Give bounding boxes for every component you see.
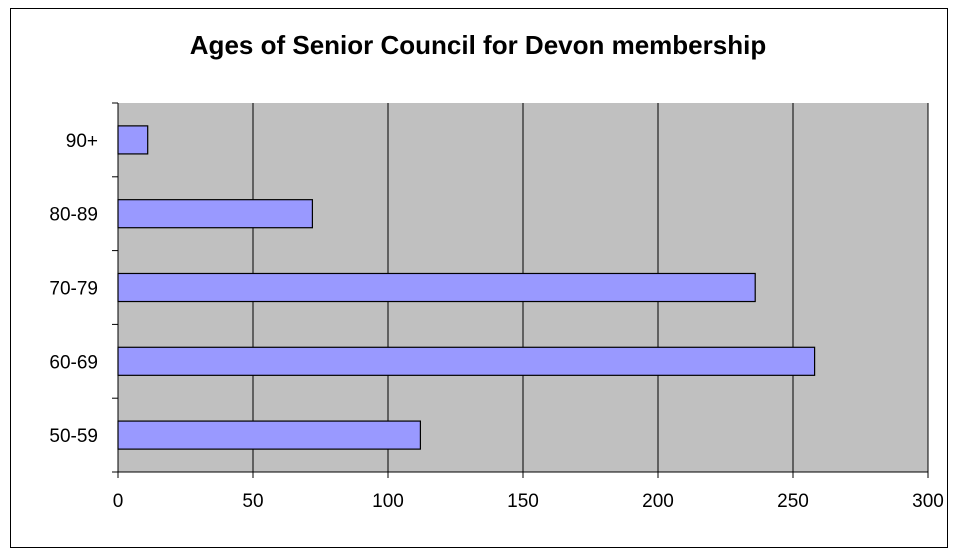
bar bbox=[117, 199, 313, 229]
y-tick-label: 70-79 bbox=[49, 279, 98, 300]
bar bbox=[117, 272, 756, 303]
x-tick-label: 200 bbox=[642, 491, 674, 512]
bar bbox=[117, 125, 149, 155]
chart-title: Ages of Senior Council for Devon members… bbox=[189, 30, 767, 60]
y-tick-label: 90+ bbox=[66, 131, 98, 152]
x-tick-label: 0 bbox=[113, 491, 124, 512]
x-tick-label: 50 bbox=[242, 491, 263, 512]
y-tick-label: 60-69 bbox=[49, 352, 98, 373]
bar bbox=[117, 420, 421, 450]
x-tick-label: 100 bbox=[372, 491, 404, 512]
y-tick-label: 80-89 bbox=[49, 205, 98, 226]
x-tick-label: 300 bbox=[912, 491, 944, 512]
x-tick-label: 150 bbox=[507, 491, 539, 512]
x-tick-label: 250 bbox=[777, 491, 809, 512]
y-tick-labels: 50-59 60-69 70-79 80-89 90+ bbox=[49, 131, 98, 447]
axes bbox=[112, 102, 929, 478]
bar bbox=[117, 346, 816, 376]
bars bbox=[117, 125, 816, 450]
y-tick-label: 50-59 bbox=[49, 426, 98, 447]
x-tick-labels: 0 50 100 150 200 250 300 bbox=[113, 491, 944, 512]
